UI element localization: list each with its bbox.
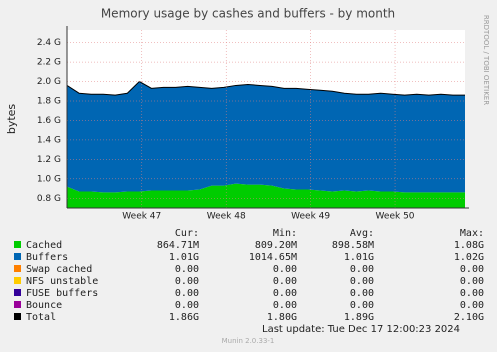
- legend-swatch: [14, 253, 21, 260]
- legend-value: 0.00: [350, 288, 374, 299]
- legend-label: Buffers: [26, 252, 68, 263]
- legend-value: 0.00: [273, 300, 297, 311]
- x-tick-label: Week 47: [122, 212, 161, 222]
- legend-value: 0.00: [460, 288, 484, 299]
- legend-value: 1.86G: [169, 312, 199, 323]
- legend-swatch: [14, 313, 21, 320]
- legend-label: Cached: [26, 240, 62, 251]
- x-tick-label: Week 50: [376, 212, 415, 222]
- legend-swatch: [14, 241, 21, 248]
- y-tick-label: 0.8 G: [37, 194, 61, 204]
- legend-label: Bounce: [26, 300, 62, 311]
- x-tick-label: Week 48: [207, 212, 246, 222]
- legend-value: 0.00: [175, 288, 199, 299]
- legend-value: 0.00: [350, 300, 374, 311]
- legend-value: 0.00: [350, 264, 374, 275]
- y-tick-label: 1.2 G: [37, 155, 61, 165]
- legend-label: FUSE buffers: [26, 288, 98, 299]
- legend-value: 0.00: [273, 288, 297, 299]
- legend-label: NFS unstable: [26, 276, 98, 287]
- y-tick-label: 2.0 G: [37, 77, 61, 87]
- legend-value: 1.89G: [344, 312, 374, 323]
- legend-header: Min:: [273, 228, 297, 239]
- x-tick-label: Week 49: [291, 212, 330, 222]
- legend-value: 0.00: [175, 276, 199, 287]
- y-tick-label: 2.4 G: [37, 38, 61, 48]
- legend-value: 809.20M: [255, 240, 297, 251]
- legend-value: 0.00: [460, 264, 484, 275]
- legend-header: Cur:: [175, 228, 199, 239]
- legend-value: 898.58M: [332, 240, 374, 251]
- legend-value: 2.10G: [454, 312, 484, 323]
- y-tick-label: 1.6 G: [37, 116, 61, 126]
- legend-value: 1.80G: [267, 312, 297, 323]
- legend-swatch: [14, 301, 21, 308]
- area: [67, 81, 465, 193]
- legend-header: Avg:: [350, 228, 374, 239]
- legend-value: 1014.65M: [249, 252, 297, 263]
- total-line: [67, 80, 465, 96]
- legend-value: 0.00: [460, 276, 484, 287]
- y-tick-label: 1.8 G: [37, 97, 61, 107]
- y-tick-label: 1.0 G: [37, 174, 61, 184]
- legend-value: 0.00: [175, 264, 199, 275]
- legend-value: 0.00: [273, 276, 297, 287]
- legend-label: Swap cached: [26, 264, 92, 275]
- chart-title: Memory usage by cashes and buffers - by …: [101, 7, 395, 21]
- y-tick-label: 1.4 G: [37, 135, 61, 145]
- y-axis-label: bytes: [5, 104, 18, 135]
- legend-value: 864.71M: [157, 240, 199, 251]
- legend-label: Total: [26, 312, 56, 323]
- legend-value: 1.01G: [169, 252, 199, 263]
- legend-swatch: [14, 277, 21, 284]
- legend-value: 1.01G: [344, 252, 374, 263]
- y-tick-label: 2.2 G: [37, 58, 61, 68]
- legend-value: 0.00: [175, 300, 199, 311]
- legend-header: Max:: [460, 228, 484, 239]
- legend-value: 0.00: [460, 300, 484, 311]
- legend-value: 1.08G: [454, 240, 484, 251]
- legend-swatch: [14, 289, 21, 296]
- legend-value: 0.00: [350, 276, 374, 287]
- side-label: RRDTOOL / TOBI OETIKER: [482, 15, 490, 105]
- last-update: Last update: Tue Dec 17 12:00:23 2024: [262, 324, 460, 335]
- plot-data: [67, 80, 465, 208]
- legend-value: 0.00: [273, 264, 297, 275]
- area: [67, 183, 465, 208]
- legend-value: 1.02G: [454, 252, 484, 263]
- legend-swatch: [14, 265, 21, 272]
- footer: Munin 2.0.33-1: [222, 337, 275, 345]
